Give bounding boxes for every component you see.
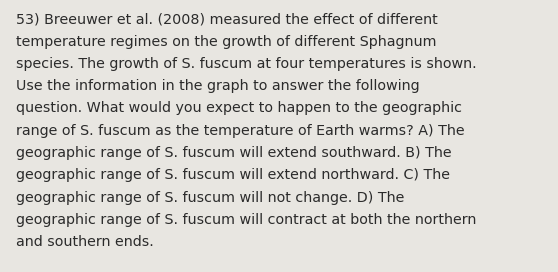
Text: Use the information in the graph to answer the following: Use the information in the graph to answ… <box>16 79 419 93</box>
Text: geographic range of S. fuscum will not change. D) The: geographic range of S. fuscum will not c… <box>16 191 404 205</box>
Text: 53) Breeuwer et al. (2008) measured the effect of different: 53) Breeuwer et al. (2008) measured the … <box>16 12 437 26</box>
Text: geographic range of S. fuscum will extend northward. C) The: geographic range of S. fuscum will exten… <box>16 168 450 182</box>
Text: temperature regimes on the growth of different Sphagnum: temperature regimes on the growth of dif… <box>16 35 436 48</box>
Text: range of S. fuscum as the temperature of Earth warms? A) The: range of S. fuscum as the temperature of… <box>16 124 464 138</box>
Text: question. What would you expect to happen to the geographic: question. What would you expect to happe… <box>16 101 461 115</box>
Text: species. The growth of S. fuscum at four temperatures is shown.: species. The growth of S. fuscum at four… <box>16 57 476 71</box>
Text: and southern ends.: and southern ends. <box>16 235 153 249</box>
Text: geographic range of S. fuscum will contract at both the northern: geographic range of S. fuscum will contr… <box>16 213 476 227</box>
Text: geographic range of S. fuscum will extend southward. B) The: geographic range of S. fuscum will exten… <box>16 146 451 160</box>
